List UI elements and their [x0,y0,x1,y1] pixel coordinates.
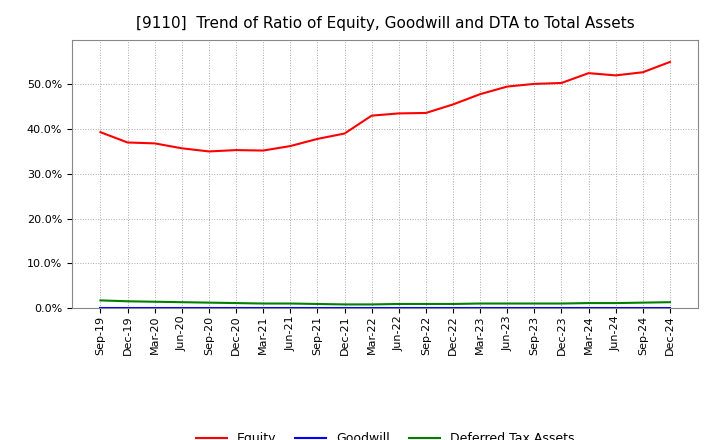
Deferred Tax Assets [530,301,539,306]
Goodwill [123,305,132,311]
Deferred Tax Assets [204,300,213,305]
Goodwill [503,305,511,311]
Deferred Tax Assets [96,298,105,303]
Goodwill [367,305,376,311]
Equity [123,140,132,145]
Equity [150,141,159,146]
Equity [584,70,593,76]
Goodwill [476,305,485,311]
Line: Deferred Tax Assets: Deferred Tax Assets [101,301,670,304]
Deferred Tax Assets [367,302,376,307]
Legend: Equity, Goodwill, Deferred Tax Assets: Equity, Goodwill, Deferred Tax Assets [191,427,580,440]
Equity [286,143,294,149]
Goodwill [557,305,566,311]
Goodwill [178,305,186,311]
Line: Equity: Equity [101,62,670,151]
Goodwill [96,305,105,311]
Deferred Tax Assets [395,301,403,307]
Deferred Tax Assets [665,300,674,305]
Deferred Tax Assets [178,300,186,305]
Equity [449,102,457,107]
Deferred Tax Assets [259,301,268,306]
Deferred Tax Assets [286,301,294,306]
Deferred Tax Assets [150,299,159,304]
Equity [639,70,647,75]
Equity [341,131,349,136]
Deferred Tax Assets [639,300,647,305]
Goodwill [584,305,593,311]
Goodwill [449,305,457,311]
Goodwill [421,305,430,311]
Goodwill [395,305,403,311]
Goodwill [150,305,159,311]
Goodwill [665,305,674,311]
Deferred Tax Assets [557,301,566,306]
Equity [204,149,213,154]
Deferred Tax Assets [232,301,240,306]
Equity [476,92,485,97]
Equity [611,73,620,78]
Deferred Tax Assets [503,301,511,306]
Deferred Tax Assets [449,301,457,307]
Goodwill [530,305,539,311]
Title: [9110]  Trend of Ratio of Equity, Goodwill and DTA to Total Assets: [9110] Trend of Ratio of Equity, Goodwil… [136,16,634,32]
Goodwill [639,305,647,311]
Equity [421,110,430,116]
Goodwill [611,305,620,311]
Equity [367,113,376,118]
Equity [313,136,322,142]
Equity [503,84,511,89]
Goodwill [232,305,240,311]
Deferred Tax Assets [421,301,430,307]
Goodwill [313,305,322,311]
Equity [259,148,268,153]
Deferred Tax Assets [341,302,349,307]
Equity [530,81,539,87]
Goodwill [204,305,213,311]
Equity [232,147,240,153]
Equity [665,59,674,65]
Equity [178,146,186,151]
Deferred Tax Assets [611,301,620,306]
Deferred Tax Assets [584,301,593,306]
Deferred Tax Assets [476,301,485,306]
Equity [557,81,566,86]
Goodwill [341,305,349,311]
Deferred Tax Assets [123,299,132,304]
Equity [395,111,403,116]
Deferred Tax Assets [313,301,322,307]
Goodwill [259,305,268,311]
Equity [96,129,105,135]
Goodwill [286,305,294,311]
